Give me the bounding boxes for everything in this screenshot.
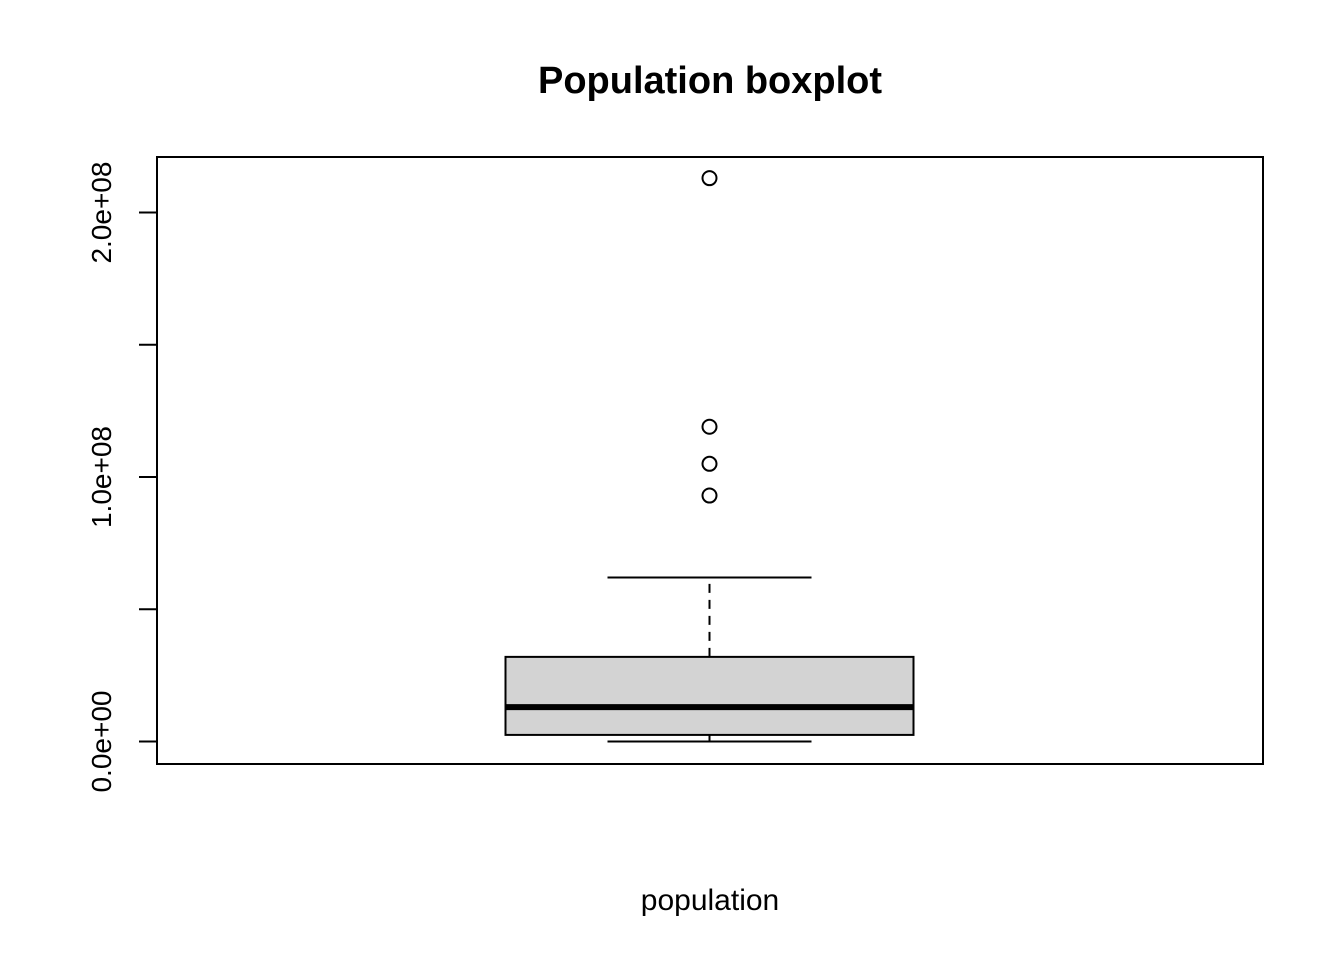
x-axis-label: population <box>641 884 779 917</box>
y-tick-label: 1.0e+08 <box>86 426 117 528</box>
box-group <box>504 170 915 743</box>
outlier-point <box>701 170 718 187</box>
y-axis: 0.0e+00 1.0e+08 2.0e+08 <box>86 162 158 793</box>
outlier-point <box>701 418 718 435</box>
outlier-point <box>701 455 718 472</box>
interquartile-box <box>504 655 915 736</box>
chart-title: Population boxplot <box>538 60 882 102</box>
y-tick-label: 2.0e+08 <box>86 162 117 264</box>
y-tick-label: 0.0e+00 <box>86 691 117 793</box>
outlier-point <box>701 487 718 504</box>
